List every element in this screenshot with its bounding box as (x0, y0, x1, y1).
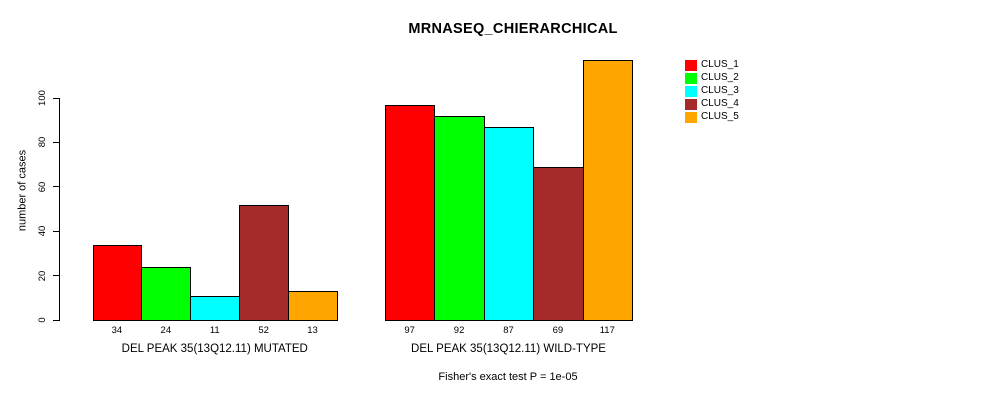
bar-value-label: 69 (552, 325, 564, 336)
bar-value-label: 117 (599, 325, 615, 336)
category-label: DEL PEAK 35(13Q12.11) WILD-TYPE (411, 343, 606, 355)
y-tick-mark (52, 97, 59, 99)
bar-value-label: 97 (404, 325, 415, 336)
legend-label-CLUS_5: CLUS_5 (701, 111, 739, 123)
bar-CLUS_2-group1 (141, 266, 192, 321)
y-tick-mark (52, 230, 59, 232)
legend-label-CLUS_3: CLUS_3 (701, 85, 739, 97)
legend-swatch-CLUS_3 (685, 85, 697, 98)
legend-label-CLUS_1: CLUS_1 (701, 59, 739, 70)
legend-swatch-CLUS_1 (685, 59, 697, 71)
bar-value-label: 87 (503, 325, 514, 336)
bar-value-label: 92 (453, 325, 465, 336)
bar-CLUS_5-group2 (582, 60, 633, 321)
bar-CLUS_3-group1 (190, 295, 241, 321)
legend-label-CLUS_4: CLUS_4 (701, 98, 739, 110)
legend-label-CLUS_2: CLUS_2 (701, 72, 739, 84)
legend-swatch-CLUS_2 (685, 72, 697, 85)
chart-title: MRNASEQ_CHIERARCHICAL (408, 21, 618, 37)
bar-CLUS_1-group1 (92, 244, 143, 321)
bar-value-label: 13 (307, 325, 318, 336)
legend-swatch-CLUS_5 (685, 111, 697, 124)
y-tick-mark (52, 186, 59, 188)
bar-value-label: 34 (111, 325, 123, 336)
bar-CLUS_4-group1 (239, 204, 290, 321)
legend-swatch-CLUS_4 (685, 98, 697, 111)
y-tick-mark (52, 319, 59, 321)
y-tick-mark (52, 275, 59, 277)
bar-value-label: 11 (209, 325, 220, 336)
bar-CLUS_2-group2 (434, 115, 485, 321)
bar-CLUS_3-group2 (483, 126, 535, 321)
bar-CLUS_5-group1 (288, 291, 338, 321)
y-axis-line (58, 98, 60, 321)
fisher-test-annotation: Fisher's exact test P = 1e-05 (438, 371, 578, 383)
bar-CLUS_4-group2 (533, 166, 584, 321)
bar-value-label: 24 (160, 325, 172, 336)
y-tick-mark (52, 141, 59, 143)
category-label: DEL PEAK 35(13Q12.11) MUTATED (121, 343, 308, 355)
bar-value-label: 52 (258, 325, 269, 336)
